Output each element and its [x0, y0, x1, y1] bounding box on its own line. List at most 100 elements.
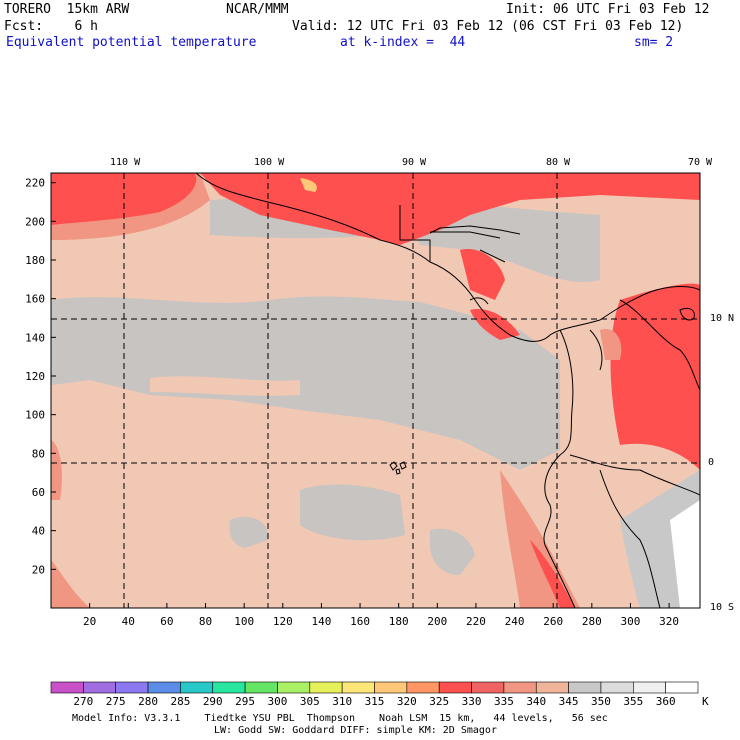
theta-e-salmon-southwest [51, 560, 90, 608]
valid-time: Valid: 12 UTC Fri 03 Feb 12 (06 CST Fri … [292, 19, 684, 34]
map-frame [50, 172, 701, 609]
lon-label-80w: 80 W [546, 157, 571, 168]
smoothing-label: sm= 2 [634, 35, 674, 50]
legend-level-label: 305 [300, 695, 320, 708]
theta-e-red-honduras [460, 249, 505, 300]
x-tick-label: 160 [350, 615, 370, 628]
x-tick-label: 240 [505, 615, 525, 628]
legend-level-label: 310 [332, 695, 352, 708]
legend-swatch [535, 681, 569, 694]
forecast-hour: Fcst: 6 h [4, 19, 98, 34]
init-time: Init: 06 UTC Fri 03 Feb 12 [506, 2, 710, 17]
theta-e-salmon-colombia-interior [600, 329, 622, 360]
model-info-line2: LW: Godd SW: Goddard DIFF: simple KM: 2D… [214, 725, 497, 736]
y-tick-label: 100 [25, 409, 45, 422]
x-tick-label: 60 [160, 615, 173, 628]
legend-level-label: 340 [526, 695, 546, 708]
legend-swatch [374, 681, 408, 694]
x-tick-label: 140 [311, 615, 331, 628]
x-tick-label: 220 [466, 615, 486, 628]
field-name: Equivalent potential temperature [6, 35, 257, 50]
level-label: at k-index = 44 [340, 35, 466, 50]
y-tick-label: 60 [32, 486, 45, 499]
legend-swatch [503, 681, 537, 694]
legend-swatch [632, 681, 666, 694]
legend-level-label: 330 [462, 695, 482, 708]
legend-level-label: 295 [235, 695, 255, 708]
legend-swatch [471, 681, 505, 694]
legend-swatch [115, 681, 149, 694]
legend-level-label: 360 [656, 695, 676, 708]
x-tick-label: 20 [83, 615, 96, 628]
theta-e-red-peru-strip [530, 540, 575, 608]
theta-e-grey-patch-south [300, 484, 405, 541]
legend-level-label: 285 [170, 695, 190, 708]
lon-label-90w: 90 W [402, 157, 427, 168]
model-info-line1: Model Info: V3.3.1 Tiedtke YSU PBL Thomp… [72, 713, 608, 724]
coastline-maracaibo-lake [679, 307, 695, 321]
theta-e-salmon-peru-coast [500, 470, 580, 608]
border-ecuador-peru [569, 454, 700, 608]
x-tick-label: 40 [122, 615, 135, 628]
lon-label-110w: 110 W [110, 157, 141, 168]
theta-e-red-mexico [200, 173, 700, 245]
border-guatemala-belize [399, 205, 506, 263]
coastline-pacific-central-america [195, 173, 700, 342]
x-tick-label: 80 [199, 615, 212, 628]
x-tick-label: 100 [234, 615, 254, 628]
legend-level-label: 320 [397, 695, 417, 708]
y-tick-label: 160 [25, 293, 45, 306]
legend-swatch [600, 681, 634, 694]
latlon-grid [51, 173, 700, 608]
y-tick-label: 80 [32, 447, 45, 460]
x-tick-label: 320 [659, 615, 679, 628]
coastline-yucatan-east [429, 225, 521, 235]
legend-level-label: 275 [106, 695, 126, 708]
theta-e-red-colombia-venezuela [610, 283, 700, 470]
lat-label-10n: 10 N [710, 313, 735, 324]
x-axis-ticks: 20 40 60 80 100 120 140 160 180 200 220 240 260 280 30… [83, 603, 679, 628]
theta-e-field [51, 173, 700, 608]
legend-level-label: 350 [591, 695, 611, 708]
model-name: TORERO 15km ARW [4, 2, 130, 17]
legend-swatch [180, 681, 214, 694]
y-axis-ticks: 20 40 60 80 100 120 140 160 180 200 220 [25, 177, 56, 576]
legend-swatch [438, 681, 472, 694]
legend-swatch [665, 681, 699, 694]
lon-label-70w: 70 W [688, 157, 713, 168]
coastline-nicaragua-lake [469, 297, 489, 305]
lon-label-100w: 100 W [254, 157, 285, 168]
color-legend: 270 275 280 285 290 295 300 305 310 315 320 325 330 3… [50, 681, 709, 708]
theta-e-salmon-west-edge [51, 440, 62, 500]
theta-e-grey-patch-west [229, 516, 269, 548]
x-tick-label: 200 [427, 615, 447, 628]
coastlines [195, 173, 700, 608]
legend-level-label: 355 [623, 695, 643, 708]
x-tick-label: 300 [621, 615, 641, 628]
legend-level-label: 290 [203, 695, 223, 708]
x-tick-label: 260 [543, 615, 563, 628]
lat-label-10s: 10 S [710, 602, 735, 613]
legend-swatch [568, 681, 602, 694]
y-tick-label: 20 [32, 563, 45, 576]
x-tick-label: 180 [389, 615, 409, 628]
legend-level-label: 300 [268, 695, 288, 708]
legend-swatch [309, 681, 343, 694]
theta-e-white-interior [670, 500, 700, 608]
y-tick-label: 40 [32, 525, 45, 538]
theta-e-red-costa-rica [470, 309, 520, 340]
legend-level-label: 345 [559, 695, 579, 708]
legend-level-label: 280 [138, 695, 158, 708]
coastline-south-america-west [543, 329, 576, 608]
center-name: NCAR/MMM [226, 2, 289, 17]
legend-swatch [83, 681, 116, 694]
legend-swatch [147, 681, 181, 694]
lat-label-0: 0 [708, 457, 715, 468]
y-tick-label: 180 [25, 254, 45, 267]
y-tick-label: 140 [25, 331, 45, 344]
theta-e-peach-streak [150, 376, 300, 396]
x-tick-label: 120 [273, 615, 293, 628]
legend-level-label: 335 [494, 695, 514, 708]
legend-unit: K [702, 695, 709, 708]
